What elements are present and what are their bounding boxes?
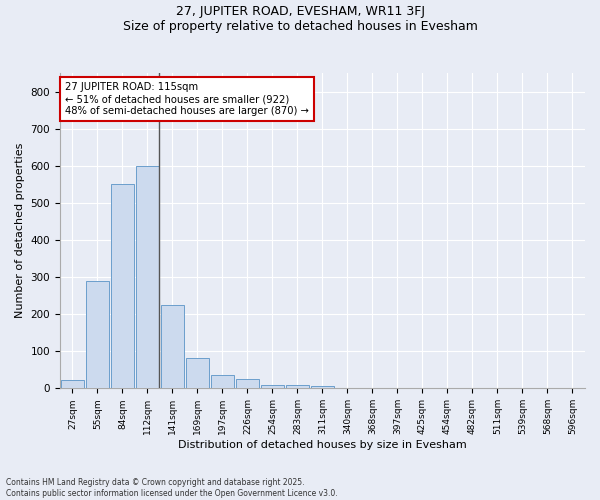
- Bar: [261, 384, 284, 388]
- X-axis label: Distribution of detached houses by size in Evesham: Distribution of detached houses by size …: [178, 440, 467, 450]
- Text: 27, JUPITER ROAD, EVESHAM, WR11 3FJ
Size of property relative to detached houses: 27, JUPITER ROAD, EVESHAM, WR11 3FJ Size…: [122, 5, 478, 33]
- Bar: [86, 281, 109, 388]
- Y-axis label: Number of detached properties: Number of detached properties: [15, 143, 25, 318]
- Text: 27 JUPITER ROAD: 115sqm
← 51% of detached houses are smaller (922)
48% of semi-d: 27 JUPITER ROAD: 115sqm ← 51% of detache…: [65, 82, 309, 116]
- Bar: [61, 380, 83, 388]
- Bar: [161, 305, 184, 388]
- Bar: [111, 184, 134, 388]
- Bar: [286, 386, 308, 388]
- Bar: [186, 358, 209, 388]
- Bar: [211, 376, 233, 388]
- Bar: [236, 379, 259, 388]
- Bar: [136, 166, 158, 388]
- Bar: [311, 386, 334, 388]
- Text: Contains HM Land Registry data © Crown copyright and database right 2025.
Contai: Contains HM Land Registry data © Crown c…: [6, 478, 338, 498]
